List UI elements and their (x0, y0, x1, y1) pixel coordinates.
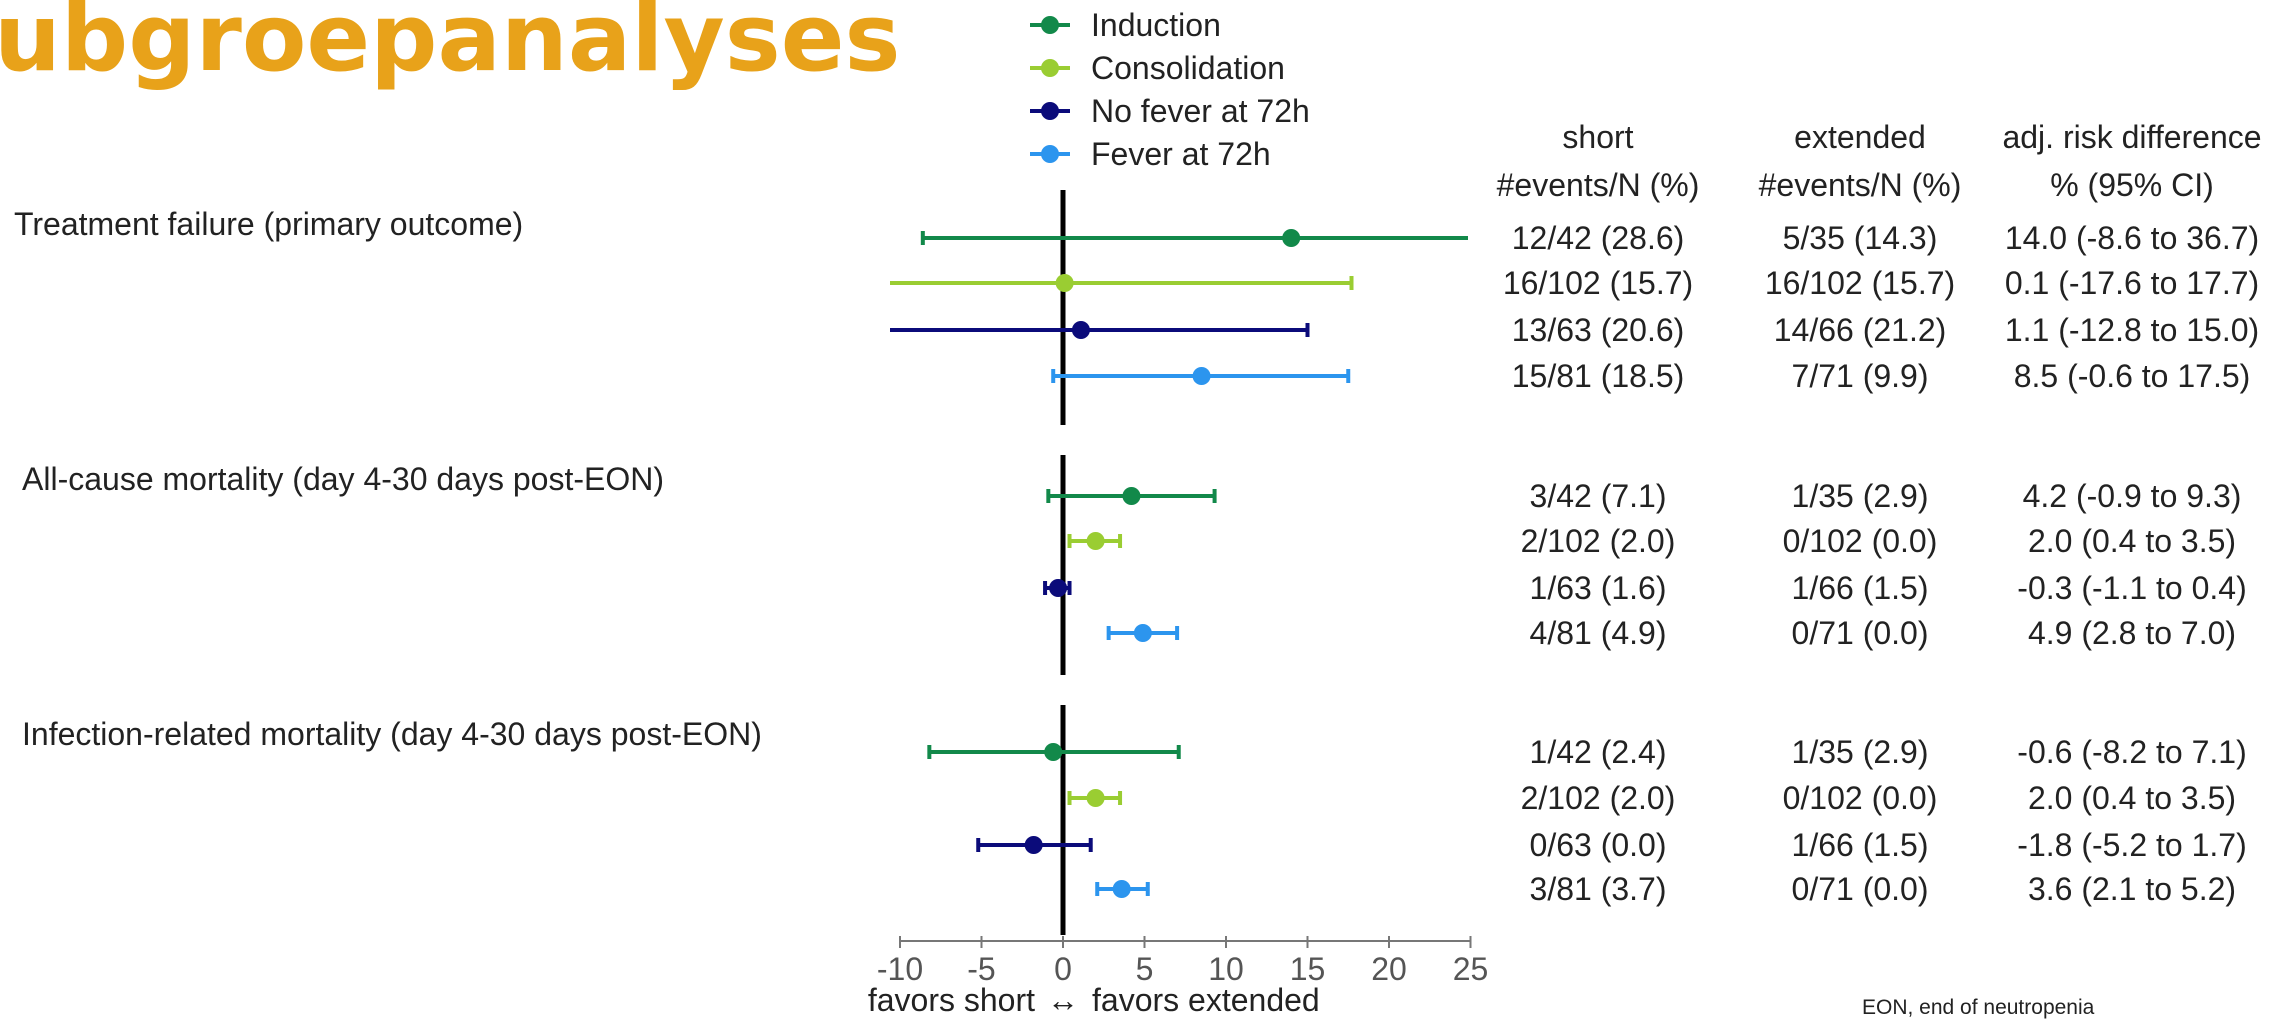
footnote: EON, end of neutropenia (1862, 996, 2095, 1019)
x-tick-label: 0 (1054, 951, 1072, 987)
legend: Induction Consolidation No fever at 72h Fev… (1030, 7, 1310, 172)
cell-short: 3/42 (7.1) (1530, 478, 1667, 514)
cell-short: 13/63 (20.6) (1512, 312, 1685, 348)
column-header: short (1562, 119, 1633, 155)
cell-risk-difference: 4.2 (-0.9 to 9.3) (2023, 478, 2242, 514)
cell-short: 16/102 (15.7) (1503, 265, 1693, 301)
cell-risk-difference: 3.6 (2.1 to 5.2) (2028, 871, 2236, 907)
column-subheader: % (95% CI) (2050, 167, 2214, 203)
cell-extended: 1/66 (1.5) (1792, 827, 1929, 863)
legend-marker (1041, 102, 1059, 120)
column-header: adj. risk difference (2002, 119, 2261, 155)
point-estimate (1192, 367, 1211, 385)
cell-short: 1/42 (2.4) (1530, 734, 1667, 770)
point-estimate (1282, 229, 1301, 247)
cell-risk-difference: 0.1 (-17.6 to 17.7) (2005, 265, 2259, 301)
legend-marker (1041, 59, 1059, 77)
x-tick-label: 10 (1208, 951, 1244, 987)
slide-title: ubgroepanalyses (0, 0, 901, 93)
cell-risk-difference: 4.9 (2.8 to 7.0) (2028, 615, 2236, 651)
cell-short: 4/81 (4.9) (1530, 615, 1667, 651)
cell-risk-difference: 14.0 (-8.6 to 36.7) (2005, 220, 2259, 256)
x-tick-label: 25 (1453, 951, 1489, 987)
legend-marker (1041, 16, 1059, 34)
outcome-label: Infection-related mortality (day 4-30 da… (22, 716, 762, 752)
point-estimate (1122, 487, 1141, 505)
cell-short: 1/63 (1.6) (1530, 570, 1667, 606)
column-subheader: #events/N (%) (1759, 167, 1962, 203)
cell-extended: 1/66 (1.5) (1792, 570, 1929, 606)
point-estimate (1049, 579, 1068, 597)
cell-risk-difference: 2.0 (0.4 to 3.5) (2028, 780, 2236, 816)
cell-risk-difference: -0.6 (-8.2 to 7.1) (2017, 734, 2246, 770)
cell-short: 0/63 (0.0) (1530, 827, 1667, 863)
cell-extended: 1/35 (2.9) (1792, 478, 1929, 514)
outcome-labels: Treatment failure (primary outcome) All-c… (14, 206, 762, 752)
cell-risk-difference: 2.0 (0.4 to 3.5) (2028, 523, 2236, 559)
cell-short: 2/102 (2.0) (1521, 780, 1676, 816)
point-estimate (1071, 321, 1090, 339)
point-estimate (1055, 274, 1074, 292)
cell-risk-difference: 8.5 (-0.6 to 17.5) (2014, 358, 2251, 394)
point-estimate (1133, 624, 1152, 642)
column-subheader: #events/N (%) (1497, 167, 1700, 203)
outcome-label: All-cause mortality (day 4-30 days post-… (22, 461, 664, 497)
cell-extended: 14/66 (21.2) (1774, 312, 1947, 348)
legend-label: Induction (1091, 7, 1221, 43)
cell-risk-difference: 1.1 (-12.8 to 15.0) (2005, 312, 2259, 348)
point-estimate (1086, 789, 1105, 807)
x-tick-label: 20 (1371, 951, 1407, 987)
cell-extended: 16/102 (15.7) (1765, 265, 1955, 301)
cell-extended: 0/71 (0.0) (1792, 871, 1929, 907)
cell-short: 3/81 (3.7) (1530, 871, 1667, 907)
cell-short: 12/42 (28.6) (1512, 220, 1685, 256)
axis-arrow: ↔ (1047, 982, 1079, 1018)
x-axis: -10 -5 0 5 10 15 20 25 favors short ↔ favors exten… (868, 936, 1488, 1018)
x-tick-label: -10 (877, 951, 923, 987)
x-tick-label: 15 (1290, 951, 1326, 987)
legend-label: Fever at 72h (1091, 136, 1271, 172)
point-estimate (1024, 836, 1043, 854)
legend-label: Consolidation (1091, 50, 1285, 86)
cell-extended: 1/35 (2.9) (1792, 734, 1929, 770)
cell-short: 2/102 (2.0) (1521, 523, 1676, 559)
ci-bars (890, 229, 1468, 898)
cell-extended: 0/102 (0.0) (1783, 523, 1938, 559)
cell-extended: 0/102 (0.0) (1783, 780, 1938, 816)
outcome-label: Treatment failure (primary outcome) (14, 206, 523, 242)
axis-label-left: favors short (868, 982, 1035, 1018)
cell-extended: 0/71 (0.0) (1792, 615, 1929, 651)
point-estimate (1086, 532, 1105, 550)
point-estimate (1044, 743, 1063, 761)
column-header: extended (1794, 119, 1926, 155)
x-tick-label: 5 (1136, 951, 1154, 987)
axis-label-right: favors extended (1092, 982, 1320, 1018)
cell-extended: 7/71 (9.9) (1792, 358, 1929, 394)
cell-short: 15/81 (18.5) (1512, 358, 1685, 394)
results-table: short #events/N (%) extended #events/N (%) a… (1497, 119, 2262, 907)
legend-marker (1041, 145, 1059, 163)
cell-risk-difference: -1.8 (-5.2 to 1.7) (2017, 827, 2246, 863)
x-tick-label: -5 (967, 951, 995, 987)
legend-label: No fever at 72h (1091, 93, 1310, 129)
point-estimate (1112, 880, 1131, 898)
cell-extended: 5/35 (14.3) (1783, 220, 1938, 256)
cell-risk-difference: -0.3 (-1.1 to 0.4) (2017, 570, 2246, 606)
